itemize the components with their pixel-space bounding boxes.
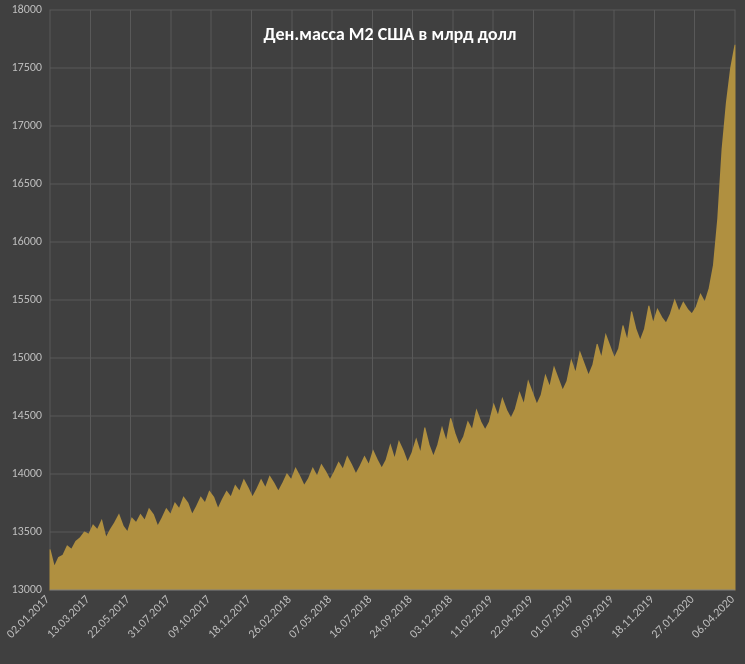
chart-svg: 13000 13500 14000 14500 15000 15500 16000 16500…: [0, 0, 745, 664]
y-tick-label: 17500: [12, 61, 42, 75]
y-tick-label: 16500: [12, 177, 42, 191]
y-tick-label: 15000: [12, 351, 42, 365]
y-tick-label: 15500: [12, 293, 42, 307]
y-tick-label: 18000: [12, 3, 42, 17]
y-tick-label: 13500: [12, 525, 42, 539]
y-tick-label: 16000: [12, 235, 42, 249]
y-tick-label: 17000: [12, 119, 42, 133]
y-tick-label: 14500: [12, 409, 42, 423]
chart-title: Ден.масса M2 США в млрд долл: [263, 23, 516, 45]
m2-chart: 13000 13500 14000 14500 15000 15500 16000 16500…: [0, 0, 745, 664]
y-tick-label: 14000: [12, 467, 42, 481]
y-tick-label: 13000: [12, 583, 42, 597]
